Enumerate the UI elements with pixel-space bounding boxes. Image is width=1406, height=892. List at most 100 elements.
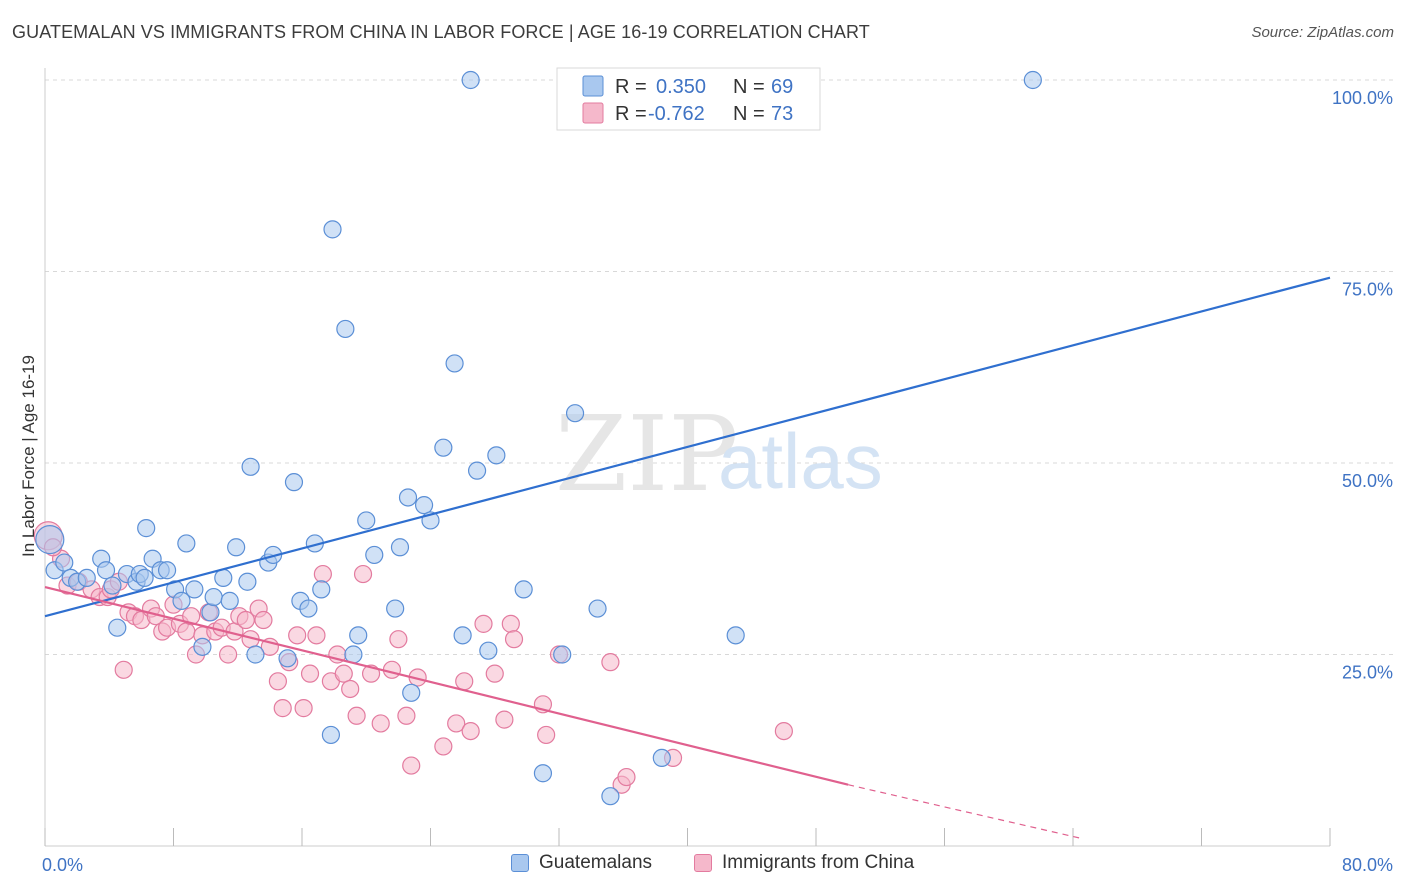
x-tick-label: 80.0% bbox=[1342, 855, 1393, 875]
guatemalan-point bbox=[487, 446, 506, 465]
guatemalan-point bbox=[204, 587, 223, 607]
legend-n-label-1: N = bbox=[733, 76, 765, 98]
guatemalan-point bbox=[35, 524, 65, 555]
guatemalan-point bbox=[323, 220, 342, 239]
china-point bbox=[347, 706, 366, 725]
guatemalan-point bbox=[1023, 70, 1042, 90]
guatemalan-point bbox=[284, 473, 304, 492]
guatemalan-point bbox=[214, 568, 233, 588]
china-point bbox=[254, 610, 273, 630]
china-point bbox=[114, 660, 133, 679]
guatemalan-point bbox=[185, 580, 204, 599]
china-point bbox=[273, 699, 292, 718]
china-point bbox=[461, 721, 480, 741]
china-point bbox=[774, 721, 793, 741]
china-point bbox=[485, 664, 504, 683]
top-legend: R = 0.350 N = 69 R = -0.762 N = 73 bbox=[556, 67, 821, 131]
china-point bbox=[397, 706, 416, 725]
legend-label-guatemalans: Guatemalans bbox=[539, 852, 653, 873]
guatemalan-point bbox=[238, 572, 257, 591]
guatemalan-point bbox=[386, 599, 405, 618]
guatemalan-point bbox=[467, 461, 487, 480]
guatemalan-point bbox=[601, 787, 620, 806]
guatemalan-point bbox=[390, 538, 410, 557]
legend-r-value-2: -0.762 bbox=[648, 103, 705, 125]
legend-n-value-2: 73 bbox=[771, 103, 793, 125]
guatemalan-point bbox=[349, 626, 368, 645]
series-guatemalans-points bbox=[35, 70, 1042, 806]
guatemalan-point bbox=[172, 591, 191, 610]
china-point bbox=[617, 767, 636, 787]
guatemalan-point bbox=[336, 319, 355, 339]
watermark: ZIP atlas bbox=[555, 393, 883, 515]
guatemalan-point bbox=[246, 645, 265, 664]
x-tick-label: 0.0% bbox=[42, 855, 83, 875]
guatemalan-point bbox=[108, 618, 127, 637]
legend-item-guatemalans: Guatemalans bbox=[511, 852, 652, 874]
china-point bbox=[353, 564, 373, 584]
china-point bbox=[501, 614, 520, 633]
guatemalan-point bbox=[652, 748, 671, 768]
axes bbox=[44, 68, 1331, 847]
guatemalan-point bbox=[445, 354, 464, 373]
guatemalan-point bbox=[157, 561, 177, 580]
chart-source: Source: ZipAtlas.com bbox=[1251, 24, 1394, 41]
guatemalan-point bbox=[312, 580, 331, 599]
guatemalan-point bbox=[357, 511, 376, 530]
guatemalan-point bbox=[96, 561, 116, 580]
chart-title: GUATEMALAN VS IMMIGRANTS FROM CHINA IN L… bbox=[12, 22, 870, 42]
guatemalan-point bbox=[299, 599, 318, 618]
china-point bbox=[294, 699, 313, 718]
bottom-legend: Guatemalans Immigrants from China bbox=[0, 848, 1406, 880]
legend-swatch-china bbox=[582, 102, 604, 124]
watermark-zip: ZIP bbox=[555, 393, 738, 515]
guatemalan-point bbox=[220, 591, 239, 610]
guatemalan-point bbox=[227, 538, 246, 557]
trend-line-guatemalans bbox=[44, 276, 1331, 618]
y-tick-label: 100.0% bbox=[1332, 88, 1393, 108]
china-point bbox=[307, 626, 326, 645]
china-point bbox=[537, 725, 556, 745]
legend-swatch-guatemalans bbox=[582, 75, 604, 97]
guatemalan-point bbox=[137, 519, 156, 538]
china-point bbox=[447, 714, 466, 733]
china-point bbox=[334, 664, 353, 683]
china-point bbox=[504, 630, 524, 649]
china-point bbox=[236, 610, 255, 630]
trend-lines bbox=[44, 276, 1331, 839]
trend-line-china-extension bbox=[847, 784, 1082, 839]
china-point bbox=[288, 626, 307, 645]
china-point bbox=[268, 672, 288, 691]
china-point bbox=[341, 679, 360, 699]
grid-lines bbox=[45, 79, 1395, 655]
guatemalan-point bbox=[398, 488, 418, 507]
china-point bbox=[382, 660, 402, 679]
legend-swatch-guatemalans-bottom bbox=[511, 854, 529, 872]
china-point bbox=[313, 564, 332, 584]
guatemalan-point bbox=[77, 568, 96, 588]
legend-swatch-china-bottom bbox=[694, 854, 712, 872]
china-point bbox=[434, 737, 453, 756]
x-tick-labels: 0.0% 80.0% bbox=[42, 855, 1393, 875]
guatemalan-point bbox=[514, 580, 533, 599]
guatemalan-point bbox=[434, 438, 453, 457]
guatemalan-point bbox=[55, 553, 74, 572]
legend-r-label-2: R = bbox=[615, 103, 647, 125]
china-point bbox=[182, 607, 201, 626]
china-point bbox=[300, 664, 320, 683]
china-point bbox=[389, 630, 408, 649]
china-point bbox=[495, 710, 514, 729]
y-tick-label: 75.0% bbox=[1342, 280, 1393, 300]
china-point bbox=[402, 756, 421, 775]
guatemalan-point bbox=[365, 545, 384, 565]
guatemalan-point bbox=[479, 641, 498, 660]
china-point bbox=[219, 645, 238, 664]
watermark-atlas: atlas bbox=[718, 417, 883, 505]
guatemalan-point bbox=[461, 70, 480, 90]
china-point bbox=[371, 714, 390, 733]
guatemalan-point bbox=[135, 568, 154, 588]
guatemalan-point bbox=[553, 645, 572, 664]
guatemalan-point bbox=[453, 626, 472, 645]
guatemalan-point bbox=[533, 764, 553, 783]
guatemalan-point bbox=[201, 603, 220, 622]
